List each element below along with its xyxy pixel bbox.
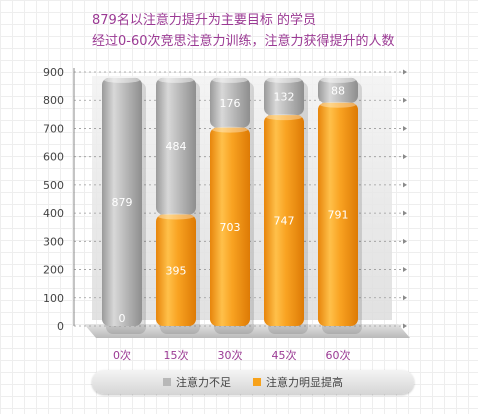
bar-top-highlight <box>158 76 194 83</box>
y-tick-label: 700 <box>43 122 64 135</box>
gridline-arrow <box>403 210 407 216</box>
chart-base-platform <box>84 324 410 338</box>
gridline-arrow <box>403 267 407 273</box>
bar-segment-top-highlight <box>212 126 248 133</box>
bar-segment-improved <box>264 115 304 327</box>
y-tick-label: 100 <box>43 292 64 305</box>
gridline-arrow <box>403 97 407 103</box>
y-tick-label: 0 <box>57 320 64 333</box>
gridline-arrow <box>403 154 407 160</box>
bar-top-highlight <box>212 76 248 83</box>
x-category-label: 15次 <box>164 348 189 362</box>
bar-segment-insufficient <box>156 77 196 215</box>
legend-label-insufficient: 注意力不足 <box>176 376 231 389</box>
bar-segment-insufficient <box>102 77 142 326</box>
title-line-2: 经过0-60次竞思注意力训练，注意力获得提升的人数 <box>92 34 395 49</box>
value-label-improved: 791 <box>328 208 349 221</box>
legend: 注意力不足 注意力明显提高 <box>92 370 414 394</box>
gridline-arrow <box>403 323 407 329</box>
y-tick-label: 500 <box>43 179 64 192</box>
gridline-arrow <box>403 182 407 188</box>
legend-item-improved: 注意力明显提高 <box>253 374 343 390</box>
value-label-insufficient: 88 <box>331 84 345 97</box>
chart-title: 879名以注意力提升为主要目标 的学员 经过0-60次竞思注意力训练，注意力获得… <box>92 10 472 52</box>
legend-swatch-orange <box>253 378 261 386</box>
gridline-arrow <box>403 69 407 75</box>
y-tick-label: 200 <box>43 264 64 277</box>
legend-item-insufficient: 注意力不足 <box>163 374 231 390</box>
bar-segment-top-highlight <box>320 101 356 108</box>
bar-segment-insufficient <box>264 77 304 116</box>
x-category-label: 45次 <box>272 348 297 362</box>
gridline-arrow <box>403 295 407 301</box>
value-label-improved: 747 <box>274 215 295 228</box>
value-label-improved: 703 <box>220 221 241 234</box>
x-category-label: 60次 <box>326 348 351 362</box>
bar-segment-improved <box>318 102 358 326</box>
y-tick-label: 600 <box>43 151 64 164</box>
value-label-improved: 395 <box>166 264 187 277</box>
bar-top-highlight <box>266 76 302 83</box>
y-tick-label: 800 <box>43 94 64 107</box>
legend-swatch-gray <box>163 378 171 386</box>
title-line-1: 879名以注意力提升为主要目标 的学员 <box>92 13 316 28</box>
bar-segment-insufficient <box>318 77 358 103</box>
bar-top-highlight <box>320 76 356 83</box>
y-tick-label: 300 <box>43 235 64 248</box>
y-tick-label: 900 <box>43 66 64 79</box>
y-tick-label: 400 <box>43 207 64 220</box>
legend-label-improved: 注意力明显提高 <box>266 376 343 389</box>
value-label-insufficient: 879 <box>112 196 133 209</box>
value-label-improved: 0 <box>119 312 126 325</box>
bar-segment-top-highlight <box>158 213 194 220</box>
bar-segment-improved <box>156 214 196 326</box>
value-label-insufficient: 484 <box>166 140 187 153</box>
gridline-arrow <box>403 238 407 244</box>
value-label-insufficient: 176 <box>220 97 241 110</box>
bar-segment-top-highlight <box>266 114 302 121</box>
gridline-arrow <box>403 125 407 131</box>
value-label-insufficient: 132 <box>274 91 295 104</box>
bar-segment-improved <box>210 127 250 326</box>
x-category-label: 30次 <box>218 348 243 362</box>
bar-segment-insufficient <box>210 77 250 128</box>
bar-top-highlight <box>104 76 140 83</box>
x-category-label: 0次 <box>113 348 131 362</box>
